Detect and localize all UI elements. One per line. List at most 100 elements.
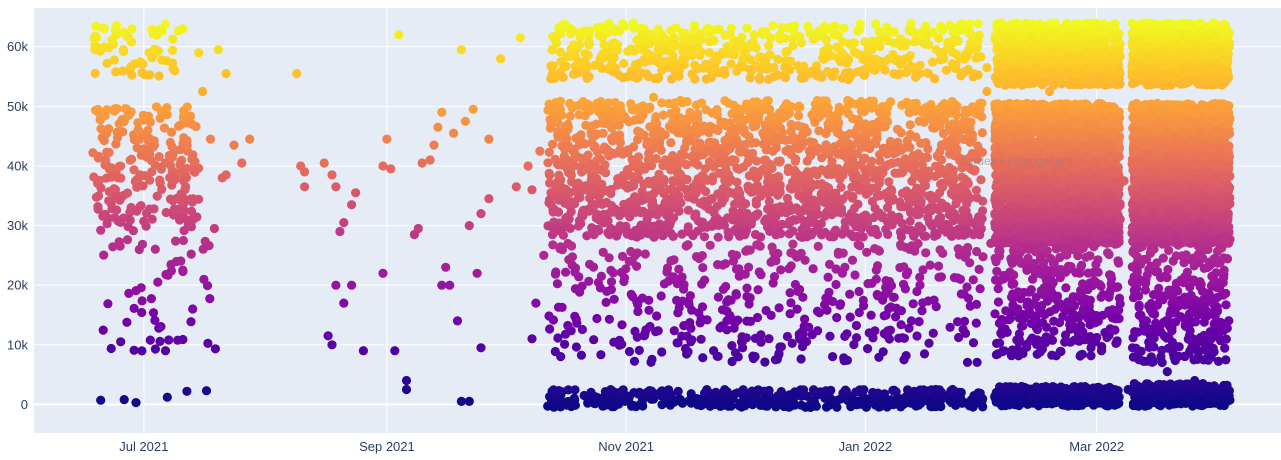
data-point [565,223,575,233]
data-point [883,194,893,204]
data-point [806,151,816,161]
data-point [882,203,893,213]
data-point [926,190,936,200]
data-point [683,222,693,232]
data-point [910,37,920,47]
data-point [666,228,676,238]
data-point [609,294,619,304]
data-point [166,259,176,270]
data-point [621,148,631,158]
data-point [942,221,952,231]
data-point [698,263,708,273]
data-point [612,231,622,241]
data-point [954,250,965,260]
data-point [94,108,104,118]
data-point [141,144,151,155]
data-point [606,277,617,287]
data-point [904,26,915,36]
data-point [643,71,654,82]
data-point [127,70,137,80]
data-point [745,40,755,50]
data-point [198,244,208,254]
data-point [644,104,654,114]
data-point [724,188,734,198]
data-point [720,69,730,79]
data-point [178,176,189,186]
data-point [658,57,668,67]
data-point [843,100,854,110]
data-point [104,147,114,158]
data-point [799,61,809,71]
data-point [669,255,679,265]
data-point [888,158,898,168]
data-point [925,260,935,270]
data-point [681,241,691,251]
data-point [734,218,745,228]
data-point [566,49,576,59]
data-point [830,142,840,152]
data-point [104,196,114,206]
data-point [633,126,643,136]
data-point [914,116,924,126]
data-point [972,357,982,367]
data-point [905,216,915,226]
data-point [145,175,155,185]
data-point [865,162,875,172]
data-point [154,152,164,162]
data-point [696,334,706,344]
data-point [712,201,722,211]
data-point [640,249,650,259]
data-point [737,402,747,412]
data-point [897,100,907,110]
data-point [178,138,188,149]
data-point [99,136,109,146]
data-point [786,248,796,258]
data-point [170,175,180,185]
data-point [933,261,944,271]
data-point [150,244,160,254]
data-point [644,149,654,159]
data-point [752,312,763,323]
data-point [901,351,911,361]
data-point [835,300,845,310]
data-point [578,154,588,164]
data-point [792,304,802,314]
data-point [137,68,147,78]
data-point [748,121,758,132]
data-point [818,53,828,63]
data-point [161,207,171,218]
data-point [742,316,752,326]
data-point [756,270,766,280]
data-point [911,132,921,142]
data-point [748,353,759,364]
data-point [752,97,762,107]
data-point [862,218,873,228]
data-point [613,101,623,111]
data-point [619,58,629,69]
data-point [688,231,698,241]
data-point [762,96,772,106]
data-point [775,30,785,40]
data-point [906,163,917,173]
data-point [566,326,576,336]
data-point [167,127,177,137]
data-point [690,25,700,36]
data-point [132,143,142,153]
data-point [874,107,885,117]
data-point [715,158,726,168]
data-point [716,149,726,159]
data-point [973,214,984,224]
data-point [713,125,723,136]
data-point [761,184,771,194]
data-point [178,265,188,275]
data-point [733,388,743,398]
data-point [632,35,642,45]
data-point [928,328,938,338]
data-point [791,154,801,164]
data-point [112,133,123,143]
data-point [839,131,849,141]
data-point [567,252,578,262]
data-point [883,229,893,239]
data-point [852,400,862,410]
data-point [921,248,931,258]
